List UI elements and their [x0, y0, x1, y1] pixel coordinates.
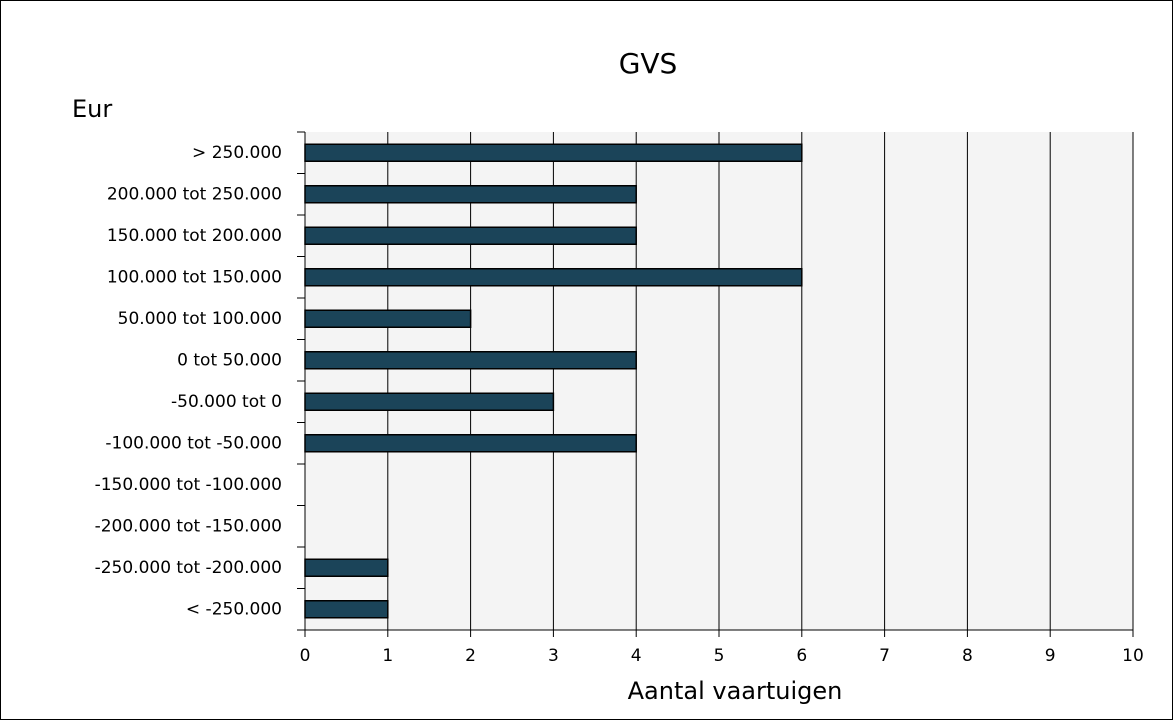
- y-tick-label: -50.000 tot 0: [171, 392, 282, 412]
- bar: [304, 185, 637, 204]
- x-tick-label: 3: [548, 646, 559, 666]
- x-tick-label: 9: [1045, 646, 1056, 666]
- bar: [304, 392, 555, 411]
- y-tick-label: > 250.000: [192, 143, 282, 163]
- chart-title: GVS: [619, 47, 678, 80]
- y-tick-label: -100.000 tot -50.000: [105, 433, 282, 453]
- x-tick-label: 4: [631, 646, 642, 666]
- y-tick-label: < -250.000: [186, 599, 282, 619]
- y-tick-label: 200.000 tot 250.000: [107, 184, 282, 204]
- bar: [304, 434, 637, 453]
- x-tick-label: 1: [382, 646, 393, 666]
- x-tick-label: 7: [879, 646, 890, 666]
- x-tick-label: 10: [1122, 646, 1144, 666]
- y-tick-label: 150.000 tot 200.000: [107, 226, 282, 246]
- x-axis-title: Aantal vaartuigen: [628, 677, 843, 705]
- y-tick-label: -200.000 tot -150.000: [95, 516, 282, 536]
- x-tick-label: 0: [300, 646, 311, 666]
- y-tick-label: 50.000 tot 100.000: [118, 309, 282, 329]
- bar: [304, 309, 472, 328]
- x-tick-label: 2: [465, 646, 476, 666]
- bar: [304, 226, 637, 245]
- x-tick-label: 5: [714, 646, 725, 666]
- bar: [304, 143, 803, 162]
- y-tick-label: -150.000 tot -100.000: [95, 475, 282, 495]
- y-tick-label: -250.000 tot -200.000: [95, 558, 282, 578]
- bar: [304, 600, 389, 619]
- x-tick-label: 8: [962, 646, 973, 666]
- bar: [304, 268, 803, 287]
- x-tick-label: 6: [796, 646, 807, 666]
- bar: [304, 558, 389, 577]
- y-tick-label: 100.000 tot 150.000: [107, 267, 282, 287]
- y-axis-title: Eur: [72, 95, 112, 123]
- bar: [304, 351, 637, 370]
- y-tick-label: 0 tot 50.000: [177, 350, 282, 370]
